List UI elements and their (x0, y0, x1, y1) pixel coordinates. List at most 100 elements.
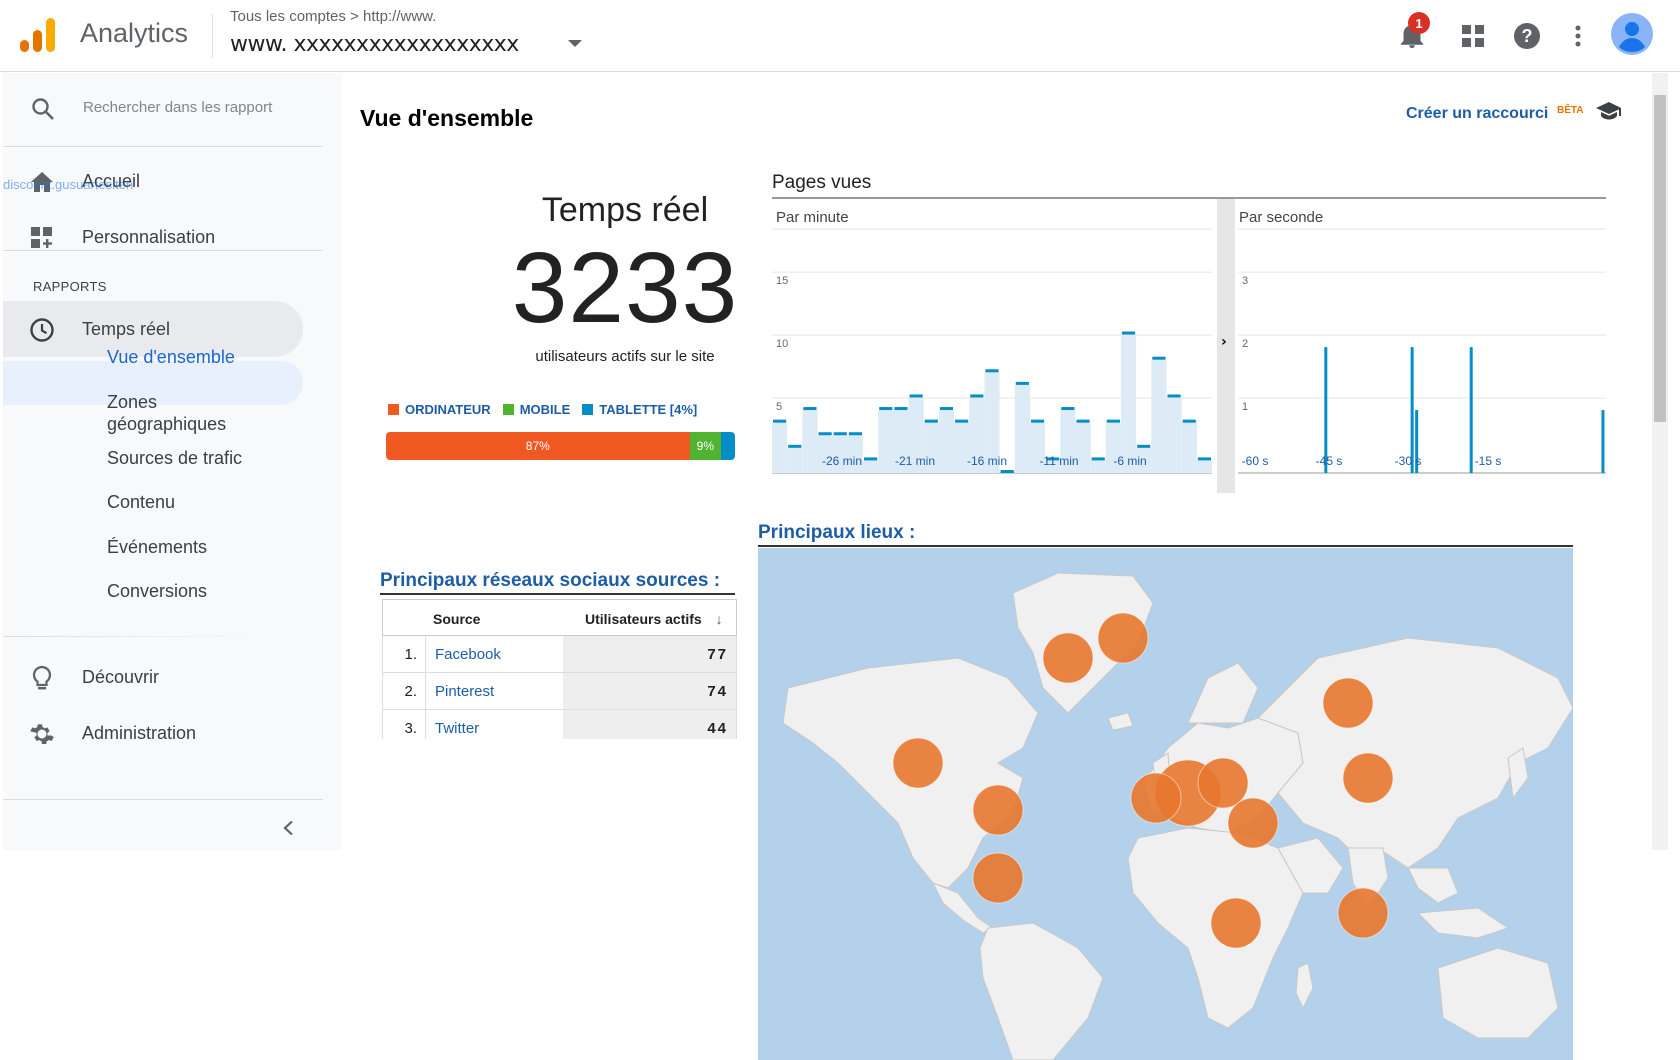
location-bubble[interactable]: Middle East (1322, 677, 1374, 729)
page-scrollbar[interactable] (1652, 73, 1668, 850)
chart-bar[interactable] (939, 407, 954, 411)
chart-bar[interactable] (803, 407, 817, 411)
chart-bar[interactable] (1076, 419, 1090, 423)
chart-bar[interactable] (864, 457, 878, 461)
apps-button[interactable] (1455, 18, 1491, 54)
active-users-value: 77 (563, 636, 736, 672)
chart-bar[interactable] (985, 369, 999, 373)
location-bubble[interactable]: North America West (892, 737, 944, 789)
sidebar-subitem-overview[interactable]: Vue d'ensemble (107, 347, 235, 367)
location-bubble[interactable]: Central America (972, 852, 1024, 904)
chart-bar[interactable] (1137, 444, 1151, 448)
pageviews-title: Pages vues (772, 172, 872, 193)
chart-bar[interactable] (1410, 347, 1414, 473)
location-bubble[interactable]: Greenland East (1097, 612, 1149, 664)
location-bubble[interactable]: Eastern Europe (1227, 797, 1279, 849)
analytics-logo[interactable] (20, 16, 56, 52)
search-input[interactable] (83, 99, 288, 116)
chevron-right-icon[interactable]: › (1221, 334, 1227, 350)
sidebar-subitem-content[interactable]: Contenu (107, 492, 176, 512)
social-sources-title: Principaux réseaux sociaux sources : (380, 570, 721, 591)
sidebar-subitem-locations[interactable]: Zones géographiques (107, 392, 227, 434)
location-bubble[interactable]: Central Europe (1197, 757, 1249, 809)
chart-bar[interactable] (773, 419, 787, 423)
account-avatar-button[interactable] (1610, 12, 1654, 56)
sidebar-item-home[interactable]: Accueil (3, 153, 303, 209)
chart-bar[interactable] (1167, 394, 1181, 398)
chart-bar[interactable] (1091, 457, 1105, 461)
chart-bar[interactable] (955, 419, 969, 423)
chart-bar[interactable] (1197, 457, 1211, 461)
chart-area-fill (787, 447, 803, 473)
account-breadcrumb[interactable]: Tous les comptes > http://www. (230, 8, 437, 25)
page-title: Vue d'ensemble (360, 105, 534, 131)
account-selector-name[interactable]: www. xxxxxxxxxxxxxxxxxx (230, 32, 519, 57)
source-link[interactable]: Pinterest (435, 683, 495, 700)
location-bubble[interactable]: East Asia (1337, 887, 1389, 939)
table-row: 2. Pinterest 74 (382, 673, 737, 710)
sidebar-item-discover[interactable]: Découvrir (3, 649, 303, 705)
collapse-sidebar-button[interactable] (273, 813, 303, 843)
dashboard-add-icon (31, 227, 52, 248)
chart-splitter (1217, 199, 1235, 493)
location-bubble[interactable]: East Africa (1210, 897, 1262, 949)
chart-bar[interactable] (1601, 410, 1605, 473)
chart-bar[interactable] (1000, 470, 1014, 473)
sidebar-subitem-traffic-sources[interactable]: Sources de trafic (107, 448, 243, 468)
location-bubbles: North America West North America East Cent… (892, 612, 1394, 949)
location-bubble[interactable]: Siberia (1342, 752, 1394, 804)
chart-bar[interactable] (924, 419, 938, 423)
source-link[interactable]: Facebook (435, 646, 501, 663)
chart-bar[interactable] (909, 394, 923, 398)
chart-bar[interactable] (1106, 419, 1120, 423)
chart-bar[interactable] (1046, 457, 1060, 461)
chart-bar[interactable] (970, 394, 984, 398)
location-bubble[interactable]: Greenland West (1042, 632, 1094, 684)
chart-bar[interactable] (894, 407, 908, 411)
active-users-value: 74 (563, 673, 736, 709)
create-shortcut-link[interactable]: Créer un raccourci (1406, 105, 1549, 122)
tablet-share-segment (721, 432, 735, 460)
chart-bar[interactable] (1030, 419, 1045, 423)
chart-bar[interactable] (1469, 347, 1473, 473)
column-header-active-users[interactable]: Utilisateurs actifs ↓ (563, 600, 736, 635)
chart-bar[interactable] (1182, 419, 1196, 423)
chart-area-fill (802, 410, 818, 473)
source-link[interactable]: Twitter (435, 720, 480, 737)
chart-bar[interactable] (848, 432, 863, 436)
location-bubble[interactable]: Southeast Asia (1130, 772, 1182, 824)
location-bubble[interactable]: North America East (972, 784, 1024, 836)
chart-bar[interactable] (818, 432, 832, 436)
chart-bar[interactable] (1415, 410, 1419, 473)
graduation-cap-icon[interactable] (1595, 101, 1623, 121)
notifications-button[interactable]: 1 (1394, 12, 1430, 54)
account-dropdown-icon[interactable] (568, 40, 582, 47)
chart-bar[interactable] (1324, 347, 1328, 473)
chart-area-fill (893, 410, 909, 473)
chart-bar[interactable] (833, 432, 847, 436)
chart-area-fill (1045, 460, 1061, 473)
sidebar-item-realtime[interactable]: Temps réel (3, 301, 303, 357)
row-rank: 3. (383, 710, 426, 739)
more-options-button[interactable] (1560, 18, 1596, 54)
scrollbar-thumb[interactable] (1654, 95, 1666, 422)
column-header-source[interactable]: Source (433, 611, 481, 627)
sidebar-item-admin[interactable]: Administration (3, 705, 303, 761)
chart-bar[interactable] (1061, 407, 1075, 411)
chart-bar[interactable] (1121, 331, 1136, 335)
chart-bar[interactable] (788, 444, 802, 448)
sidebar-item-customization[interactable]: Personnalisation (3, 209, 303, 265)
x-tick-label: -30 s (1395, 454, 1422, 468)
top-locations-map[interactable]: North America West North America East Cent… (758, 548, 1573, 1060)
legend-tablet: TABLETTE [4%] (582, 402, 697, 417)
chart-bar[interactable] (1152, 356, 1166, 360)
per-minute-chart: Par minute 5 10 15 -26 min -21 min -16 min -11… (772, 209, 1212, 474)
notifications-count-badge: 1 (1408, 12, 1430, 34)
chart-bar[interactable] (1015, 381, 1029, 385)
app-title[interactable]: Analytics (80, 18, 189, 48)
chart-bar[interactable] (879, 407, 893, 411)
top-app-bar: Analytics Tous les comptes > http://www.… (0, 0, 1680, 72)
sidebar-subitem-events[interactable]: Événements (107, 537, 208, 557)
sidebar-subitem-conversions[interactable]: Conversions (107, 581, 208, 601)
help-button[interactable]: ? (1509, 18, 1545, 54)
